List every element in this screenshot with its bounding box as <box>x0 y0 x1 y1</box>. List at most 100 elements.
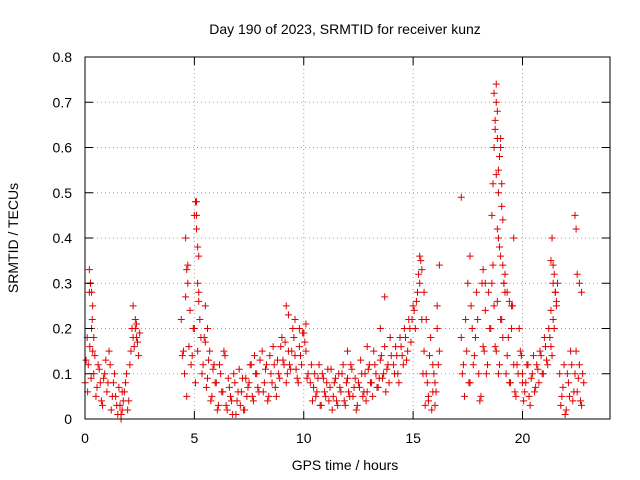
data-point <box>569 397 577 405</box>
data-point <box>576 397 584 405</box>
data-point <box>371 361 379 369</box>
data-point <box>269 343 277 351</box>
data-point <box>217 370 225 378</box>
data-point <box>288 347 296 355</box>
data-point <box>182 234 190 242</box>
data-point <box>503 288 511 296</box>
data-point <box>204 374 211 382</box>
chart-title: Day 190 of 2023, SRMTID for receiver kun… <box>209 21 481 37</box>
data-point <box>341 401 349 409</box>
data-point <box>462 315 470 323</box>
data-point <box>193 225 201 233</box>
data-point <box>295 325 303 332</box>
data-point <box>89 347 97 355</box>
data-point <box>90 334 98 342</box>
data-point <box>468 325 476 332</box>
x-tick-label: 15 <box>405 430 421 446</box>
data-point <box>357 356 365 364</box>
data-point <box>489 180 497 188</box>
data-point <box>344 347 351 355</box>
data-point <box>336 383 344 391</box>
x-tick-label: 20 <box>515 430 531 446</box>
data-point <box>283 370 291 378</box>
data-point <box>224 374 232 382</box>
data-point <box>278 334 286 342</box>
data-point <box>488 211 496 219</box>
data-point <box>134 338 141 346</box>
data-point <box>85 266 93 274</box>
data-point <box>492 347 500 355</box>
data-point <box>82 356 90 364</box>
y-tick-label: 0.8 <box>53 49 73 65</box>
data-point <box>94 361 102 369</box>
data-point <box>386 334 394 342</box>
data-point <box>334 401 342 409</box>
data-point <box>231 379 239 387</box>
y-tick-label: 0.5 <box>53 185 73 201</box>
data-point <box>420 288 428 296</box>
data-point <box>491 125 499 133</box>
data-point <box>330 379 338 387</box>
data-point <box>403 356 411 364</box>
data-point <box>183 266 191 274</box>
y-axis-label: SRMTID / TECUs <box>5 183 21 293</box>
data-point <box>496 361 504 369</box>
data-point <box>512 392 520 400</box>
data-point <box>331 374 339 382</box>
data-point <box>86 343 94 351</box>
data-point <box>105 347 113 355</box>
data-point <box>244 383 252 391</box>
data-point <box>178 352 186 360</box>
data-point <box>415 270 423 278</box>
data-point <box>409 302 417 310</box>
data-point <box>524 361 532 369</box>
data-point <box>266 352 274 360</box>
data-point <box>206 347 214 355</box>
data-point <box>295 343 303 351</box>
data-point <box>476 397 484 405</box>
data-point <box>277 343 285 351</box>
data-point <box>469 361 477 369</box>
data-point <box>130 343 138 351</box>
data-point <box>494 370 502 378</box>
data-point <box>477 392 485 400</box>
data-point <box>303 374 311 382</box>
data-point <box>404 347 412 355</box>
data-point <box>321 388 329 396</box>
data-point <box>187 361 195 369</box>
data-point <box>561 410 569 418</box>
data-point <box>433 325 441 332</box>
data-point <box>435 347 443 355</box>
data-point <box>356 383 364 391</box>
data-point <box>284 311 292 319</box>
data-point <box>292 365 300 373</box>
data-point <box>194 279 202 287</box>
data-point <box>349 392 357 400</box>
data-point <box>517 352 525 360</box>
data-point <box>548 352 556 360</box>
data-point <box>291 315 299 323</box>
data-point <box>261 365 269 373</box>
data-point <box>229 410 237 418</box>
data-point <box>102 356 110 364</box>
data-point <box>559 383 567 391</box>
data-point <box>527 374 535 382</box>
data-point <box>481 306 489 314</box>
data-point <box>380 370 388 378</box>
x-tick-label: 10 <box>296 430 312 446</box>
x-tick-label: 0 <box>81 430 89 446</box>
data-point <box>497 144 505 151</box>
data-point <box>195 297 203 305</box>
data-point <box>347 361 355 369</box>
data-point <box>463 347 471 355</box>
data-point <box>575 279 583 287</box>
data-point <box>329 392 337 400</box>
data-point <box>541 343 549 351</box>
data-point <box>323 379 331 387</box>
data-point <box>358 370 366 378</box>
y-tick-label: 0 <box>64 411 72 427</box>
data-point <box>179 347 187 355</box>
data-point <box>191 379 199 387</box>
data-point <box>132 320 140 328</box>
